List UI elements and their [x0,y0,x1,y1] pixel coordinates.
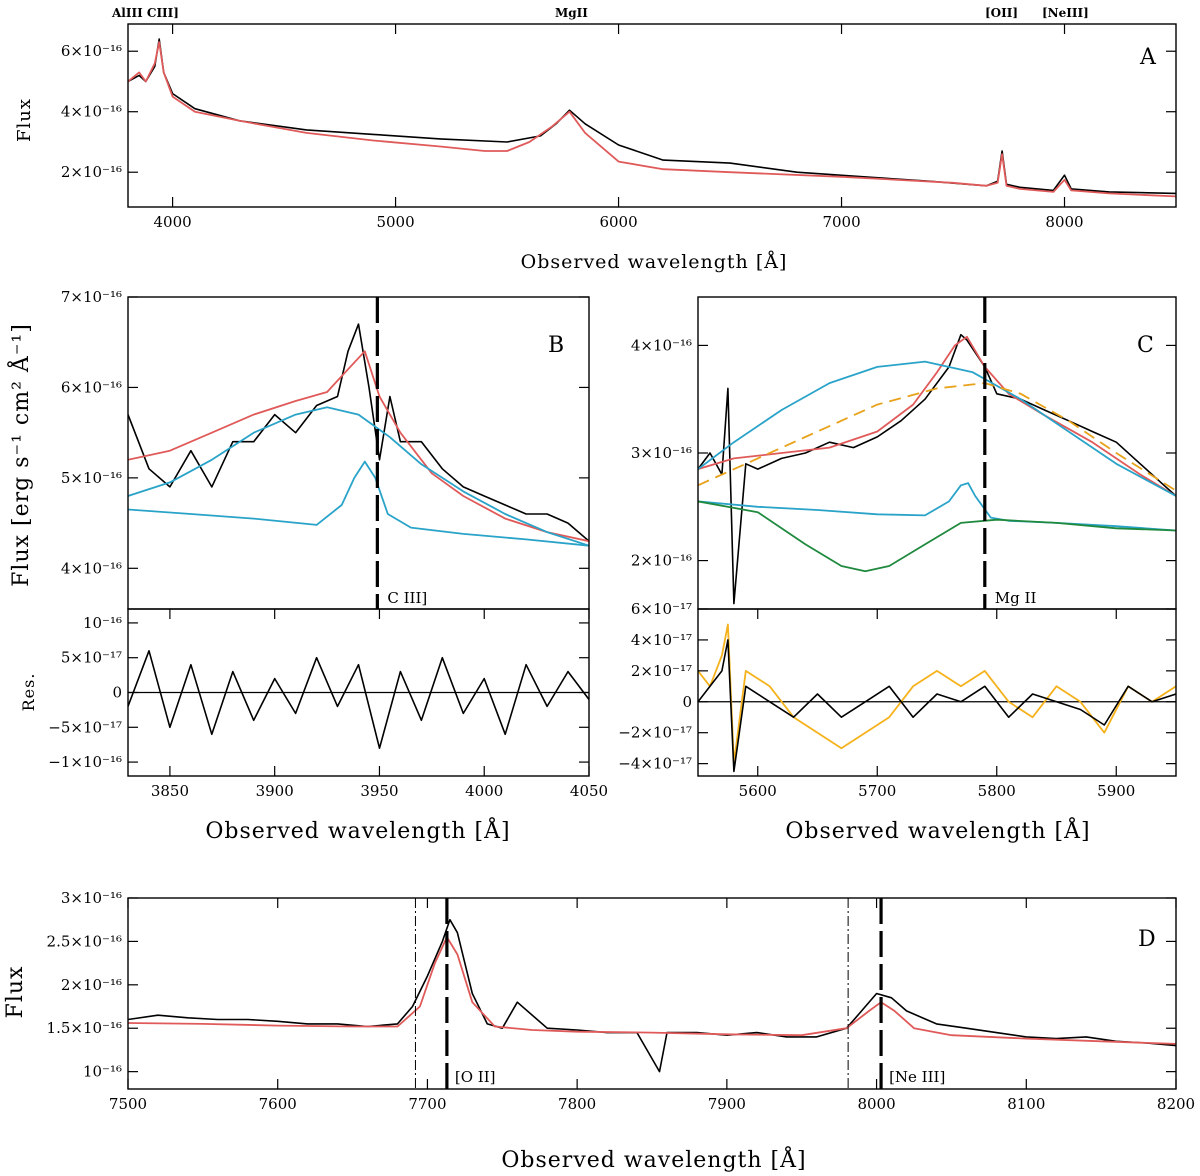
top-label-aliii-ciii: AlIII CIII] [111,6,179,20]
b-series-narrow-component [128,460,589,547]
b-ytick-label: 5×10⁻¹⁶ [61,469,122,487]
panel-d: 7500 7600 7700 7800 7900 8000 8100 8200 10⁻¹⁶ 1.5… [47,889,1196,1113]
a-series-observed-spectrum [128,38,1176,195]
a-xtick-label: 4000 [154,213,192,231]
a-ytick-label: 4×10⁻¹⁶ [61,103,122,121]
c-series-absorption-model [698,500,1176,573]
d-xtick-label: 8100 [1007,1095,1045,1113]
a-xtick-label: 8000 [1045,213,1083,231]
panel-d-xlabel: Observed wavelength [Å] [501,1145,806,1173]
panel-d-ylabel: Flux [3,966,28,1019]
d-frame [127,897,1177,1090]
b-res-ytick-label: −1×10⁻¹⁶ [48,753,122,771]
b-series-broad-component [128,406,589,547]
c-res-ytick-label: −2×10⁻¹⁷ [618,724,692,742]
c-res-series-residuals [698,639,1176,773]
d-ytick-label: 2×10⁻¹⁶ [61,976,122,994]
d-xtick-label: 8200 [1157,1095,1195,1113]
a-ytick-label: 6×10⁻¹⁶ [61,42,122,60]
c-res-xtick-label: 5900 [1097,782,1135,800]
d-xtick-label: 7800 [558,1095,596,1113]
b-panel-letter: B [548,333,564,358]
panel-b-res-ylabel: Res. [19,673,38,712]
panel-c-xlabel: Observed wavelength [Å] [785,816,1090,844]
b-series-total-model [128,350,589,543]
b-res-ytick-label: 0 [112,684,122,702]
d-xtick-label: 7600 [259,1095,297,1113]
c-res-ytick-label: −4×10⁻¹⁷ [618,755,692,773]
d-xtick-label: 7500 [109,1095,147,1113]
panel-b-ylabel: Flux [erg s⁻¹ cm² Å⁻¹] [6,323,34,587]
d-panel-letter: D [1138,927,1156,952]
c-res-xtick-label: 5700 [858,782,896,800]
c-series-narrow-component [698,482,1176,532]
b-ytick-label: 4×10⁻¹⁶ [61,559,122,577]
a-ytick-label: 2×10⁻¹⁶ [61,163,122,181]
c-ytick-label: 4×10⁻¹⁶ [631,336,692,354]
b-series-observed-spectrum [128,323,589,542]
d-ytick-label: 3×10⁻¹⁶ [61,889,122,907]
c-series-observed-spectrum [698,333,1176,605]
b-res-xtick-label: 3950 [360,782,398,800]
c-series-broad-component [698,360,1176,497]
b-res-series-residuals [128,649,589,750]
panel-b-xlabel: Observed wavelength [Å] [205,816,510,844]
b-res-xtick-label: 3900 [256,782,294,800]
d-line-marker-label: [Ne III] [889,1068,945,1086]
b-line-marker-label: C III] [387,589,427,607]
b-frame [127,296,590,610]
a-frame [127,23,1177,208]
c-ytick-label: 2×10⁻¹⁶ [631,552,692,570]
top-label-oii: [OII] [985,6,1018,20]
c-line-marker-label: Mg II [995,589,1037,607]
c-res-xtick-label: 5800 [978,782,1016,800]
b-res-xtick-label: 4050 [570,782,608,800]
b-res-xtick-label: 4000 [465,782,503,800]
c-ytick-label: 3×10⁻¹⁶ [631,444,692,462]
c-res-frame [697,608,1177,777]
c-res-ytick-label: 0 [682,693,692,711]
d-xtick-label: 8000 [857,1095,895,1113]
b-ytick-label: 7×10⁻¹⁶ [61,288,122,306]
b-res-ytick-label: −5×10⁻¹⁷ [48,718,122,736]
d-ytick-label: 1.5×10⁻¹⁶ [47,1019,122,1037]
c-panel-letter: C [1137,333,1154,358]
d-series-observed-spectrum [128,918,1176,1073]
panel-c: 2×10⁻¹⁶ 3×10⁻¹⁶ 4×10⁻¹⁶ C Mg II [631,296,1177,610]
a-xtick-label: 7000 [822,213,860,231]
top-label-mgii: MgII [555,6,588,20]
a-series-model [128,41,1176,198]
c-series-total-model [698,335,1176,497]
c-res-xtick-label: 5600 [739,782,777,800]
d-ytick-label: 10⁻¹⁶ [83,1063,122,1081]
c-res-ytick-label: 4×10⁻¹⁷ [631,631,692,649]
a-xtick-label: 6000 [599,213,637,231]
d-xtick-label: 7900 [708,1095,746,1113]
c-series-intrinsic-profile [698,382,1176,492]
panel-a-ylabel: Flux [14,98,35,142]
a-xtick-label: 5000 [376,213,414,231]
d-series-model [128,936,1176,1045]
panel-a-xlabel: Observed wavelength [Å] [521,251,788,273]
c-res-ytick-label: 2×10⁻¹⁷ [631,662,692,680]
a-panel-letter: A [1139,45,1157,70]
c-res-ytick-label: 6×10⁻¹⁷ [631,600,692,618]
b-res-ytick-label: 10⁻¹⁶ [83,614,122,632]
d-line-marker-label: [O II] [455,1068,496,1086]
top-label-neiii: [NeIII] [1042,6,1089,20]
b-res-xtick-label: 3850 [151,782,189,800]
panel-a: 4000 5000 6000 7000 8000 2×10⁻¹⁶ 4×10⁻¹⁶ 6×10⁻¹… [61,23,1177,231]
b-res-ytick-label: 5×10⁻¹⁷ [61,649,122,667]
panel-b-residuals: 3850 3900 3950 4000 4050 −1×10⁻¹⁶ −5×10⁻¹⁷ 0 5×1… [48,608,608,800]
panel-b: 4×10⁻¹⁶ 5×10⁻¹⁶ 6×10⁻¹⁶ 7×10⁻¹⁶ B C III] [61,288,590,610]
b-ytick-label: 6×10⁻¹⁶ [61,378,122,396]
d-ytick-label: 2.5×10⁻¹⁶ [47,932,122,950]
d-xtick-label: 7700 [408,1095,446,1113]
panel-c-residuals: 5600 5700 5800 5900 −4×10⁻¹⁷ −2×10⁻¹⁷ 0 2×10⁻¹⁷… [618,600,1177,800]
